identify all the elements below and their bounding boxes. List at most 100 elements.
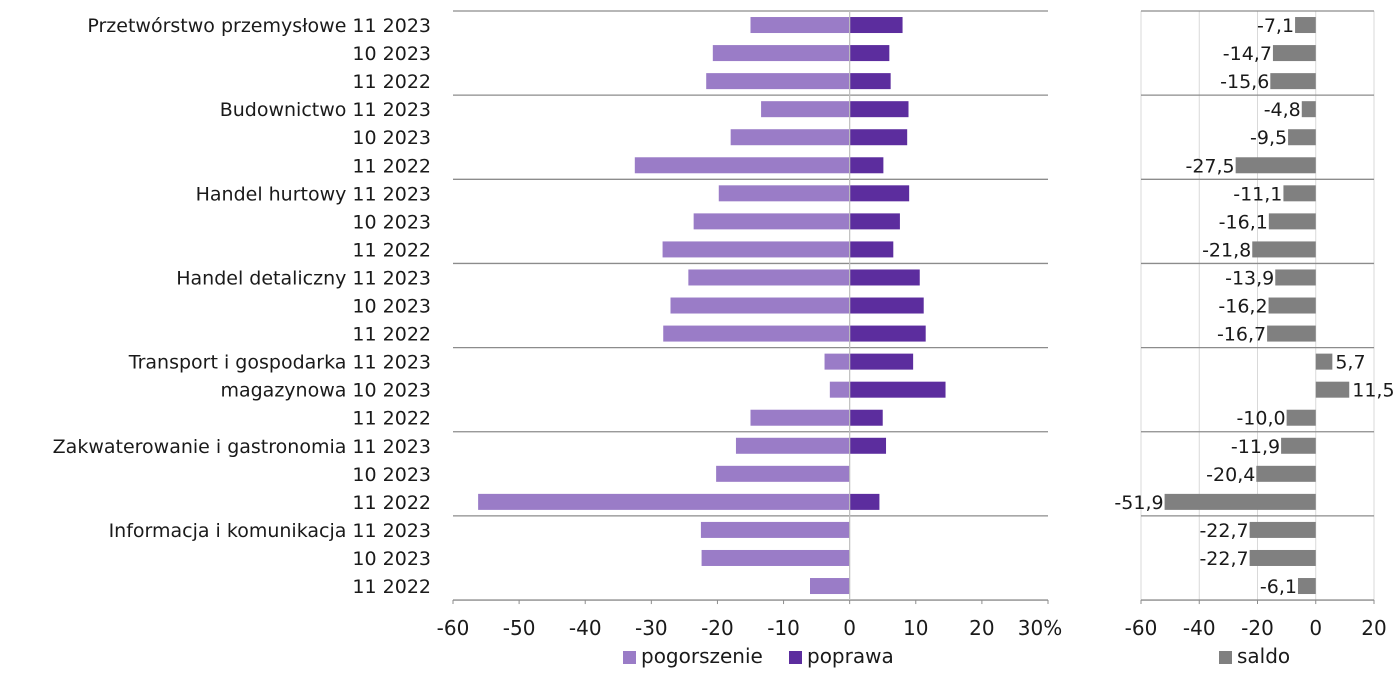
legend-swatch-pogorszenie <box>623 651 636 664</box>
bar-pogorszenie <box>735 437 850 454</box>
bar-saldo <box>1235 157 1316 174</box>
bar-saldo <box>1295 17 1316 34</box>
bar-saldo <box>1267 325 1316 342</box>
bar-poprawa <box>849 129 908 146</box>
bar-pogorszenie <box>663 325 850 342</box>
data-label-saldo: -51,9 <box>1114 492 1163 514</box>
x-tick-label: -20 <box>701 616 734 640</box>
data-label-saldo: -11,1 <box>1233 183 1282 205</box>
row-label: 11 2022 <box>352 71 431 93</box>
legend-swatch-poprawa <box>789 651 802 664</box>
row-label: 10 2023 <box>352 464 431 486</box>
bar-pogorszenie <box>829 381 850 398</box>
row-label: 10 2023 <box>352 43 431 65</box>
data-label-saldo: -4,8 <box>1264 99 1301 121</box>
bar-pogorszenie <box>478 493 850 510</box>
bar-pogorszenie <box>712 45 850 62</box>
x-tick-label: -40 <box>569 616 602 640</box>
bar-poprawa <box>849 325 926 342</box>
right-chart-panel: -7,1 -14,7 -15,6 -4,8 -9,5 -27,5 -11,1 -16,1 -21… <box>1114 10 1394 640</box>
bar-saldo <box>1268 213 1316 230</box>
row-label: 10 2023 <box>352 296 431 318</box>
bar-poprawa <box>849 297 924 314</box>
row-label: 11 2022 <box>352 155 431 177</box>
bar-pogorszenie <box>701 549 850 566</box>
bar-saldo <box>1283 185 1316 202</box>
bar-saldo <box>1281 437 1316 454</box>
bar-saldo <box>1297 578 1316 595</box>
row-label: 11 2022 <box>352 239 431 261</box>
bar-pogorszenie <box>810 578 850 595</box>
data-label-saldo: -9,5 <box>1250 127 1287 149</box>
row-label: 10 2023 <box>352 548 431 570</box>
left-chart-panel: Przetwórstwo przemysłowe 11 2023 10 2023 1… <box>53 10 1062 640</box>
x-tick-label: -40 <box>1183 616 1216 640</box>
bar-pogorszenie <box>750 409 850 426</box>
row-label: Handel hurtowy 11 2023 <box>196 183 431 205</box>
row-label: 10 2023 <box>352 127 431 149</box>
bar-poprawa <box>849 45 890 62</box>
x-tick-label: 0 <box>1309 616 1322 640</box>
legend-label-pogorszenie: pogorszenie <box>641 644 763 668</box>
data-label-saldo: -14,7 <box>1223 43 1272 65</box>
x-tick-label: 20 <box>1361 616 1386 640</box>
row-label: 11 2022 <box>352 324 431 346</box>
legend-swatch-saldo <box>1219 651 1232 664</box>
legend-label-saldo: saldo <box>1237 644 1290 668</box>
bar-pogorszenie <box>718 185 850 202</box>
data-label-saldo: -20,4 <box>1206 464 1255 486</box>
bar-pogorszenie <box>634 157 850 174</box>
bar-poprawa <box>849 353 914 370</box>
x-tick-label: 30% <box>1018 616 1062 640</box>
bar-saldo <box>1270 73 1316 90</box>
data-label-saldo: 5,7 <box>1335 352 1365 374</box>
data-label-saldo: -27,5 <box>1185 155 1234 177</box>
legend-label-poprawa: poprawa <box>807 644 894 668</box>
x-tick-label: -10 <box>767 616 800 640</box>
bar-poprawa <box>849 269 920 286</box>
data-label-saldo: -22,7 <box>1199 520 1248 542</box>
row-label: Zakwaterowanie i gastronomia 11 2023 <box>53 436 431 458</box>
bar-saldo <box>1164 493 1316 510</box>
bar-poprawa <box>849 73 891 90</box>
data-label-saldo: -16,7 <box>1217 324 1266 346</box>
row-label: magazynowa 10 2023 <box>220 380 431 402</box>
bar-pogorszenie <box>730 129 850 146</box>
bar-saldo <box>1301 101 1316 118</box>
data-label-saldo: -21,8 <box>1202 239 1251 261</box>
legend: pogorszenie poprawa saldo <box>623 644 1290 668</box>
bar-saldo <box>1288 129 1316 146</box>
bar-saldo <box>1252 241 1316 258</box>
data-label-saldo: -16,1 <box>1219 211 1268 233</box>
data-label-saldo: -6,1 <box>1260 576 1297 598</box>
x-tick-label: -60 <box>1125 616 1158 640</box>
bar-poprawa <box>849 185 910 202</box>
bar-poprawa <box>849 493 880 510</box>
bar-poprawa <box>849 17 903 34</box>
bar-poprawa <box>849 409 883 426</box>
data-label-saldo: -13,9 <box>1225 267 1274 289</box>
bar-poprawa <box>849 241 894 258</box>
bar-saldo <box>1315 381 1350 398</box>
row-label: Handel detaliczny 11 2023 <box>176 267 431 289</box>
row-label: Przetwórstwo przemysłowe 11 2023 <box>87 15 431 37</box>
row-label: Informacja i komunikacja 11 2023 <box>109 520 431 542</box>
bar-saldo <box>1249 521 1316 538</box>
bar-saldo <box>1256 465 1316 482</box>
bar-poprawa <box>849 157 884 174</box>
data-label-saldo: -10,0 <box>1236 408 1285 430</box>
data-label-saldo: -15,6 <box>1220 71 1269 93</box>
bar-pogorszenie <box>662 241 850 258</box>
x-tick-label: 0 <box>843 616 856 640</box>
bar-poprawa <box>849 213 900 230</box>
data-label-saldo: -22,7 <box>1199 548 1248 570</box>
data-label-saldo: -11,9 <box>1231 436 1280 458</box>
bar-poprawa <box>849 381 946 398</box>
row-label: Transport i gospodarka 11 2023 <box>128 352 431 374</box>
row-label: 11 2022 <box>352 576 431 598</box>
data-label-saldo: -16,2 <box>1218 296 1267 318</box>
bar-pogorszenie <box>716 465 850 482</box>
x-tick-label: -20 <box>1241 616 1274 640</box>
bar-saldo <box>1272 45 1316 62</box>
